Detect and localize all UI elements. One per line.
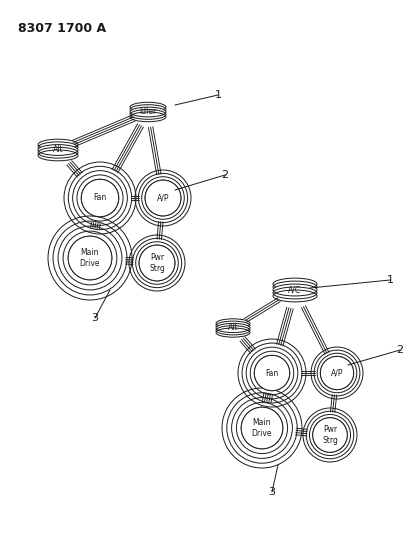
Circle shape [68, 236, 112, 280]
Text: Main
Drive: Main Drive [252, 418, 272, 438]
Circle shape [254, 356, 290, 391]
Circle shape [313, 418, 347, 453]
Circle shape [139, 245, 175, 281]
Text: 1: 1 [386, 275, 393, 285]
Ellipse shape [38, 144, 78, 156]
Text: 3: 3 [91, 313, 98, 323]
Text: Main
Drive: Main Drive [80, 248, 100, 268]
Text: 1: 1 [215, 90, 222, 100]
Circle shape [254, 356, 290, 391]
Text: Fan: Fan [265, 368, 279, 377]
Text: Idler: Idler [139, 108, 157, 117]
Text: A/P: A/P [157, 193, 169, 203]
Circle shape [241, 407, 283, 449]
Text: 8307 1700 A: 8307 1700 A [18, 22, 106, 35]
Text: 2: 2 [221, 170, 229, 180]
Ellipse shape [216, 324, 250, 333]
Circle shape [81, 179, 119, 217]
Circle shape [145, 180, 181, 216]
Ellipse shape [273, 284, 317, 296]
Text: 3: 3 [269, 487, 276, 497]
Circle shape [81, 179, 119, 217]
Circle shape [321, 357, 353, 390]
Circle shape [68, 236, 112, 280]
Text: 2: 2 [396, 345, 404, 355]
Circle shape [139, 245, 175, 281]
Circle shape [241, 407, 283, 449]
Circle shape [313, 418, 347, 453]
Circle shape [145, 180, 181, 216]
Text: A/C: A/C [288, 286, 302, 295]
Text: Fan: Fan [94, 193, 107, 203]
Text: Alt: Alt [53, 146, 63, 155]
Text: Alt: Alt [228, 324, 238, 333]
Text: Pwr
Strg: Pwr Strg [149, 253, 165, 273]
Text: Pwr
Strg: Pwr Strg [322, 425, 338, 445]
Circle shape [321, 357, 353, 390]
Ellipse shape [130, 107, 166, 117]
Text: A/P: A/P [331, 368, 343, 377]
